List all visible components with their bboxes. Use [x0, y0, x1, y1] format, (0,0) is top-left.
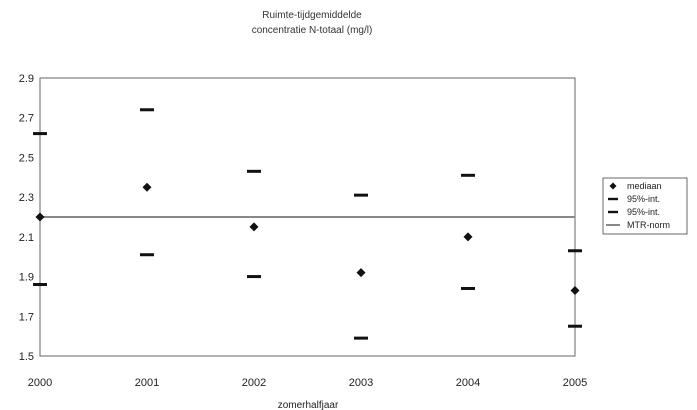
y-tick-label: 1.9 [19, 272, 34, 284]
lower-interval-mark [33, 283, 47, 287]
median-point [356, 268, 366, 278]
median-point [463, 232, 473, 242]
upper-interval-mark [247, 169, 261, 173]
y-tick-label: 2.3 [19, 192, 34, 204]
lower-interval-mark [568, 324, 582, 328]
median-point [570, 285, 580, 295]
upper-interval-mark [33, 132, 47, 136]
x-tick-label: 2000 [28, 377, 52, 389]
legend-label: mediaan [627, 181, 662, 191]
legend-swatch-interval [608, 197, 618, 201]
lower-interval-mark [354, 336, 368, 340]
chart-title: Ruimte-tijdgemiddelde [262, 10, 362, 21]
data-marks [33, 108, 582, 340]
upper-interval-mark [461, 173, 475, 177]
x-tick-labels: 2000 2001 2002 2003 2004 2005 [28, 377, 587, 389]
legend-swatch-median [609, 182, 617, 190]
y-tick-labels: 2.9 2.7 2.5 2.3 2.1 1.9 1.7 1.5 [19, 73, 34, 363]
median-point [35, 212, 45, 222]
x-tick-label: 2004 [456, 377, 480, 389]
y-tick-label: 2.1 [19, 232, 34, 244]
y-tick-label: 1.5 [19, 351, 34, 363]
legend-swatch-interval [608, 210, 618, 214]
y-tick-label: 2.9 [19, 73, 34, 85]
x-tick-label: 2001 [135, 377, 159, 389]
x-tick-label: 2002 [242, 377, 266, 389]
median-point [142, 182, 152, 192]
x-tick-label: 2003 [349, 377, 373, 389]
y-tick-label: 2.5 [19, 152, 34, 164]
x-tick-label: 2005 [563, 377, 587, 389]
legend-label: MTR-norm [627, 220, 670, 230]
lower-interval-mark [140, 253, 154, 257]
lower-interval-mark [247, 275, 261, 279]
chart-subtitle: concentratie N-totaal (mg/l) [252, 25, 373, 36]
y-tick-label: 2.7 [19, 113, 34, 125]
legend: mediaan 95%-int. 95%-int. MTR-norm [602, 177, 688, 235]
legend-label: 95%-int. [627, 207, 660, 217]
upper-interval-mark [354, 193, 368, 197]
y-tick-label: 1.7 [19, 311, 34, 323]
x-axis-label: zomerhalfjaar [278, 400, 339, 410]
lower-interval-mark [461, 286, 475, 290]
legend-label: 95%-int. [627, 194, 660, 204]
upper-interval-mark [140, 108, 154, 112]
upper-interval-mark [568, 249, 582, 253]
median-point [249, 222, 259, 232]
